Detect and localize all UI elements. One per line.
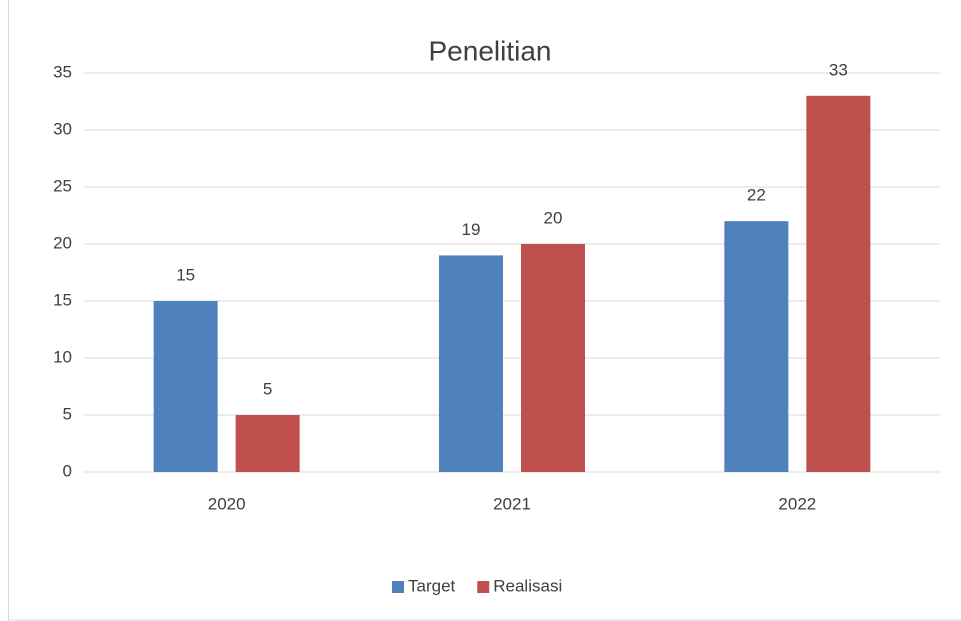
data-label: 19: [462, 220, 481, 239]
bar: [235, 415, 300, 472]
y-tick-label: 35: [53, 62, 72, 81]
y-tick-label: 15: [53, 290, 72, 309]
y-tick-label: 30: [53, 119, 72, 138]
bar: [806, 95, 871, 473]
x-tick-label: 2021: [493, 494, 531, 513]
legend-label: Realisasi: [493, 576, 562, 595]
data-label: 20: [544, 208, 563, 227]
y-tick-label: 5: [63, 404, 72, 423]
data-label: 15: [176, 265, 195, 284]
y-tick-label: 25: [53, 176, 72, 195]
legend-swatch: [477, 581, 490, 593]
bar: [724, 221, 789, 472]
legend-label: Target: [408, 576, 456, 595]
y-tick-label: 20: [53, 233, 72, 252]
data-label: 33: [829, 60, 848, 79]
bar: [153, 301, 218, 472]
x-tick-label: 2020: [208, 494, 246, 513]
x-tick-label: 2022: [778, 494, 816, 513]
y-tick-label: 10: [53, 347, 72, 366]
bar: [439, 255, 503, 472]
chart-title: Penelitian: [429, 35, 552, 66]
y-tick-label: 0: [63, 461, 72, 480]
legend-swatch: [392, 581, 404, 593]
data-label: 5: [263, 379, 272, 398]
bar: [521, 244, 585, 472]
data-label: 22: [747, 186, 766, 205]
